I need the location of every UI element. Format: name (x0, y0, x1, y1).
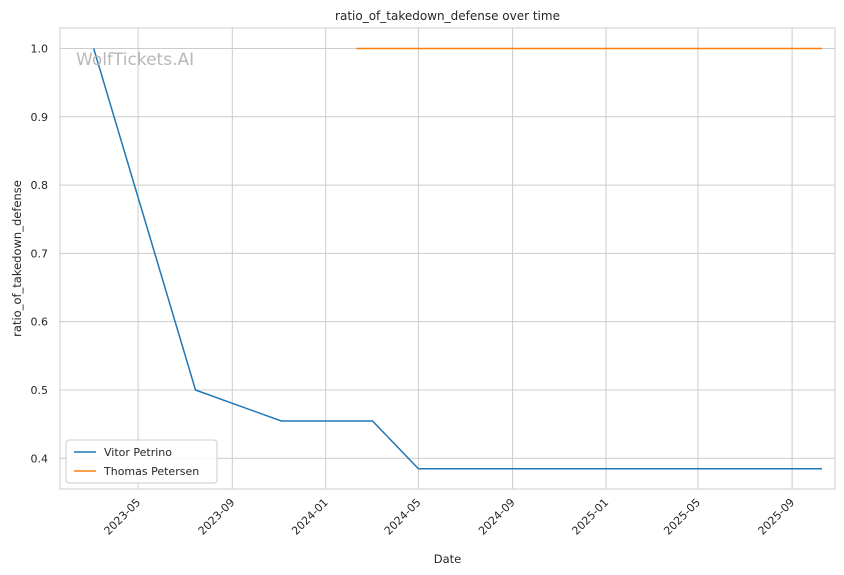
chart-title: ratio_of_takedown_defense over time (335, 9, 560, 23)
x-tick-label: 2024-09 (476, 496, 518, 538)
y-tick-label: 0.4 (31, 452, 49, 465)
plot-frame (59, 27, 836, 490)
y-tick-label: 0.6 (31, 316, 49, 329)
x-axis-label: Date (434, 552, 462, 566)
x-tick-label: 2025-05 (661, 496, 703, 538)
y-tick-label: 0.8 (31, 179, 49, 192)
y-tick-label: 0.9 (31, 111, 49, 124)
series (92, 47, 822, 470)
grid (60, 28, 835, 489)
legend-box (65, 439, 218, 484)
series-line-0 (92, 48, 822, 470)
legend-label: Thomas Petersen (103, 465, 199, 478)
watermark: WolfTickets.AI (76, 50, 194, 70)
x-tick-label: 2025-01 (569, 496, 611, 538)
y-tick-label: 0.7 (31, 247, 49, 260)
x-tick-label: 2024-01 (289, 496, 331, 538)
legend: Vitor Petrino Thomas Petersen (65, 439, 218, 484)
y-tick-label: 1.0 (31, 42, 49, 55)
x-tick-label: 2025-09 (756, 496, 798, 538)
y-tick-label: 0.5 (31, 384, 49, 397)
x-tick-label: 2024-05 (382, 496, 424, 538)
x-tick-label: 2023-05 (102, 496, 144, 538)
x-tick-label: 2023-09 (196, 496, 238, 538)
legend-label: Vitor Petrino (104, 446, 172, 459)
y-axis-label: ratio_of_takedown_defense (10, 180, 24, 337)
